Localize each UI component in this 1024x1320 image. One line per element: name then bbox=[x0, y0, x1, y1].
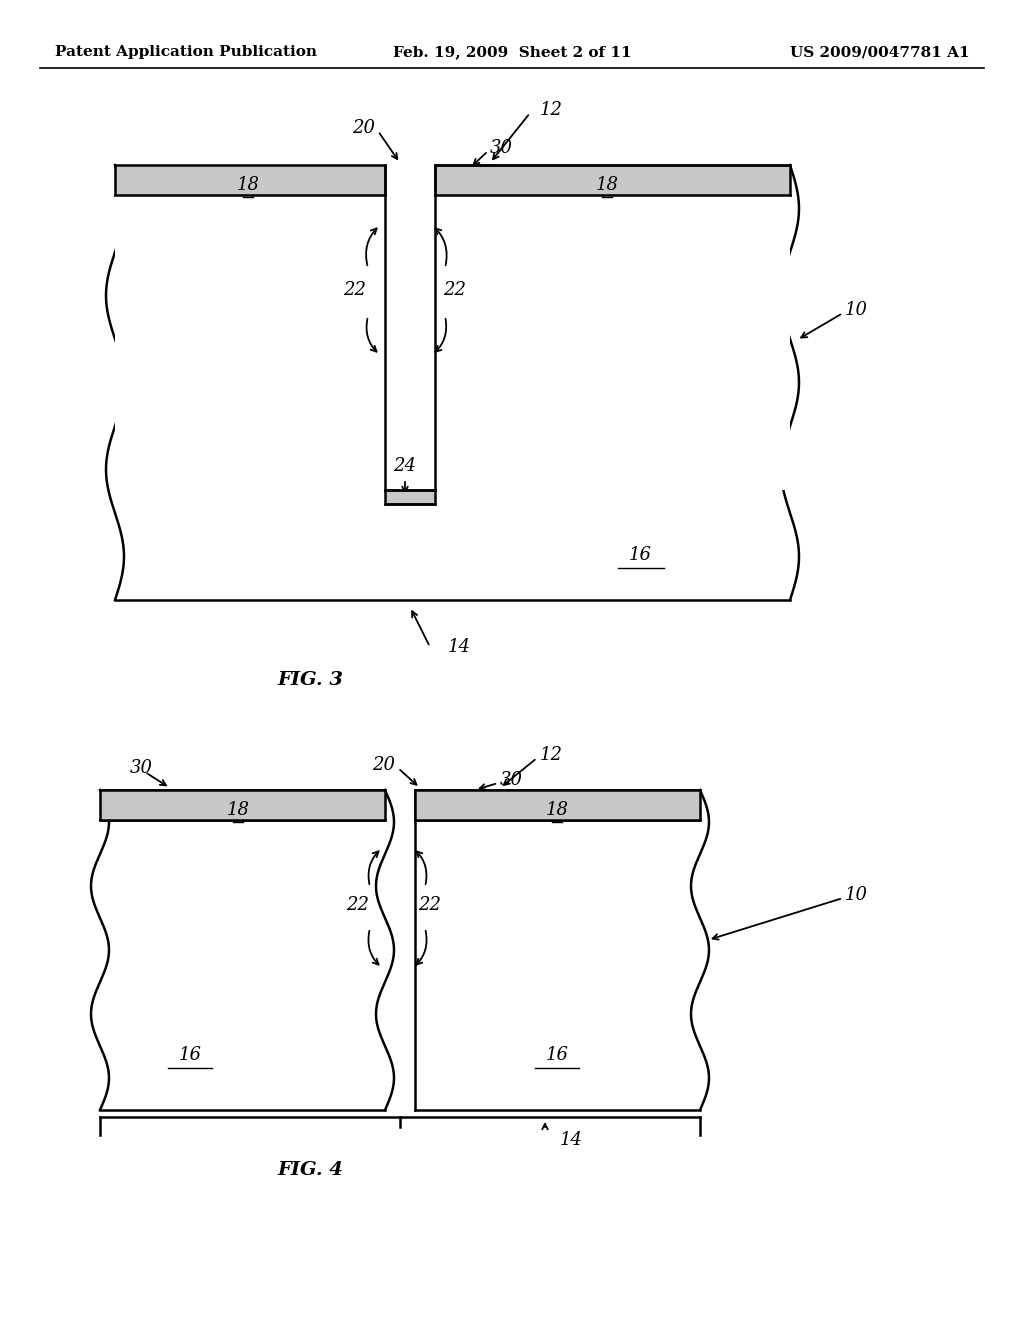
Text: FIG. 4: FIG. 4 bbox=[278, 1162, 343, 1179]
Text: 12: 12 bbox=[540, 746, 563, 764]
Text: 10: 10 bbox=[845, 886, 868, 904]
Text: 12: 12 bbox=[540, 102, 563, 119]
Text: 30: 30 bbox=[130, 759, 153, 777]
Text: 14: 14 bbox=[560, 1131, 583, 1148]
Text: 16: 16 bbox=[629, 546, 651, 564]
Bar bbox=[415, 789, 700, 820]
Text: 30: 30 bbox=[490, 139, 513, 157]
Bar bbox=[115, 165, 385, 195]
Text: 18: 18 bbox=[546, 801, 568, 818]
Bar bbox=[115, 165, 790, 601]
Text: 10: 10 bbox=[845, 301, 868, 319]
Text: 22: 22 bbox=[346, 896, 370, 913]
Text: 22: 22 bbox=[443, 281, 467, 300]
Text: 22: 22 bbox=[419, 896, 441, 913]
Text: 16: 16 bbox=[178, 1045, 202, 1064]
Bar bbox=[435, 195, 790, 490]
Bar bbox=[385, 490, 435, 504]
Bar bbox=[100, 789, 385, 820]
Text: 24: 24 bbox=[393, 457, 417, 475]
Text: 20: 20 bbox=[372, 756, 395, 774]
Text: 22: 22 bbox=[343, 281, 367, 300]
Text: 20: 20 bbox=[352, 119, 375, 137]
Text: Patent Application Publication: Patent Application Publication bbox=[55, 45, 317, 59]
Text: 18: 18 bbox=[596, 176, 618, 194]
Text: FIG. 3: FIG. 3 bbox=[278, 671, 343, 689]
Text: Feb. 19, 2009  Sheet 2 of 11: Feb. 19, 2009 Sheet 2 of 11 bbox=[392, 45, 632, 59]
Text: 14: 14 bbox=[449, 638, 471, 656]
Text: 16: 16 bbox=[546, 1045, 568, 1064]
Bar bbox=[435, 165, 790, 195]
Text: 30: 30 bbox=[500, 771, 523, 789]
Text: 18: 18 bbox=[237, 176, 259, 194]
Text: 18: 18 bbox=[226, 801, 250, 818]
Bar bbox=[115, 195, 385, 490]
Text: US 2009/0047781 A1: US 2009/0047781 A1 bbox=[791, 45, 970, 59]
